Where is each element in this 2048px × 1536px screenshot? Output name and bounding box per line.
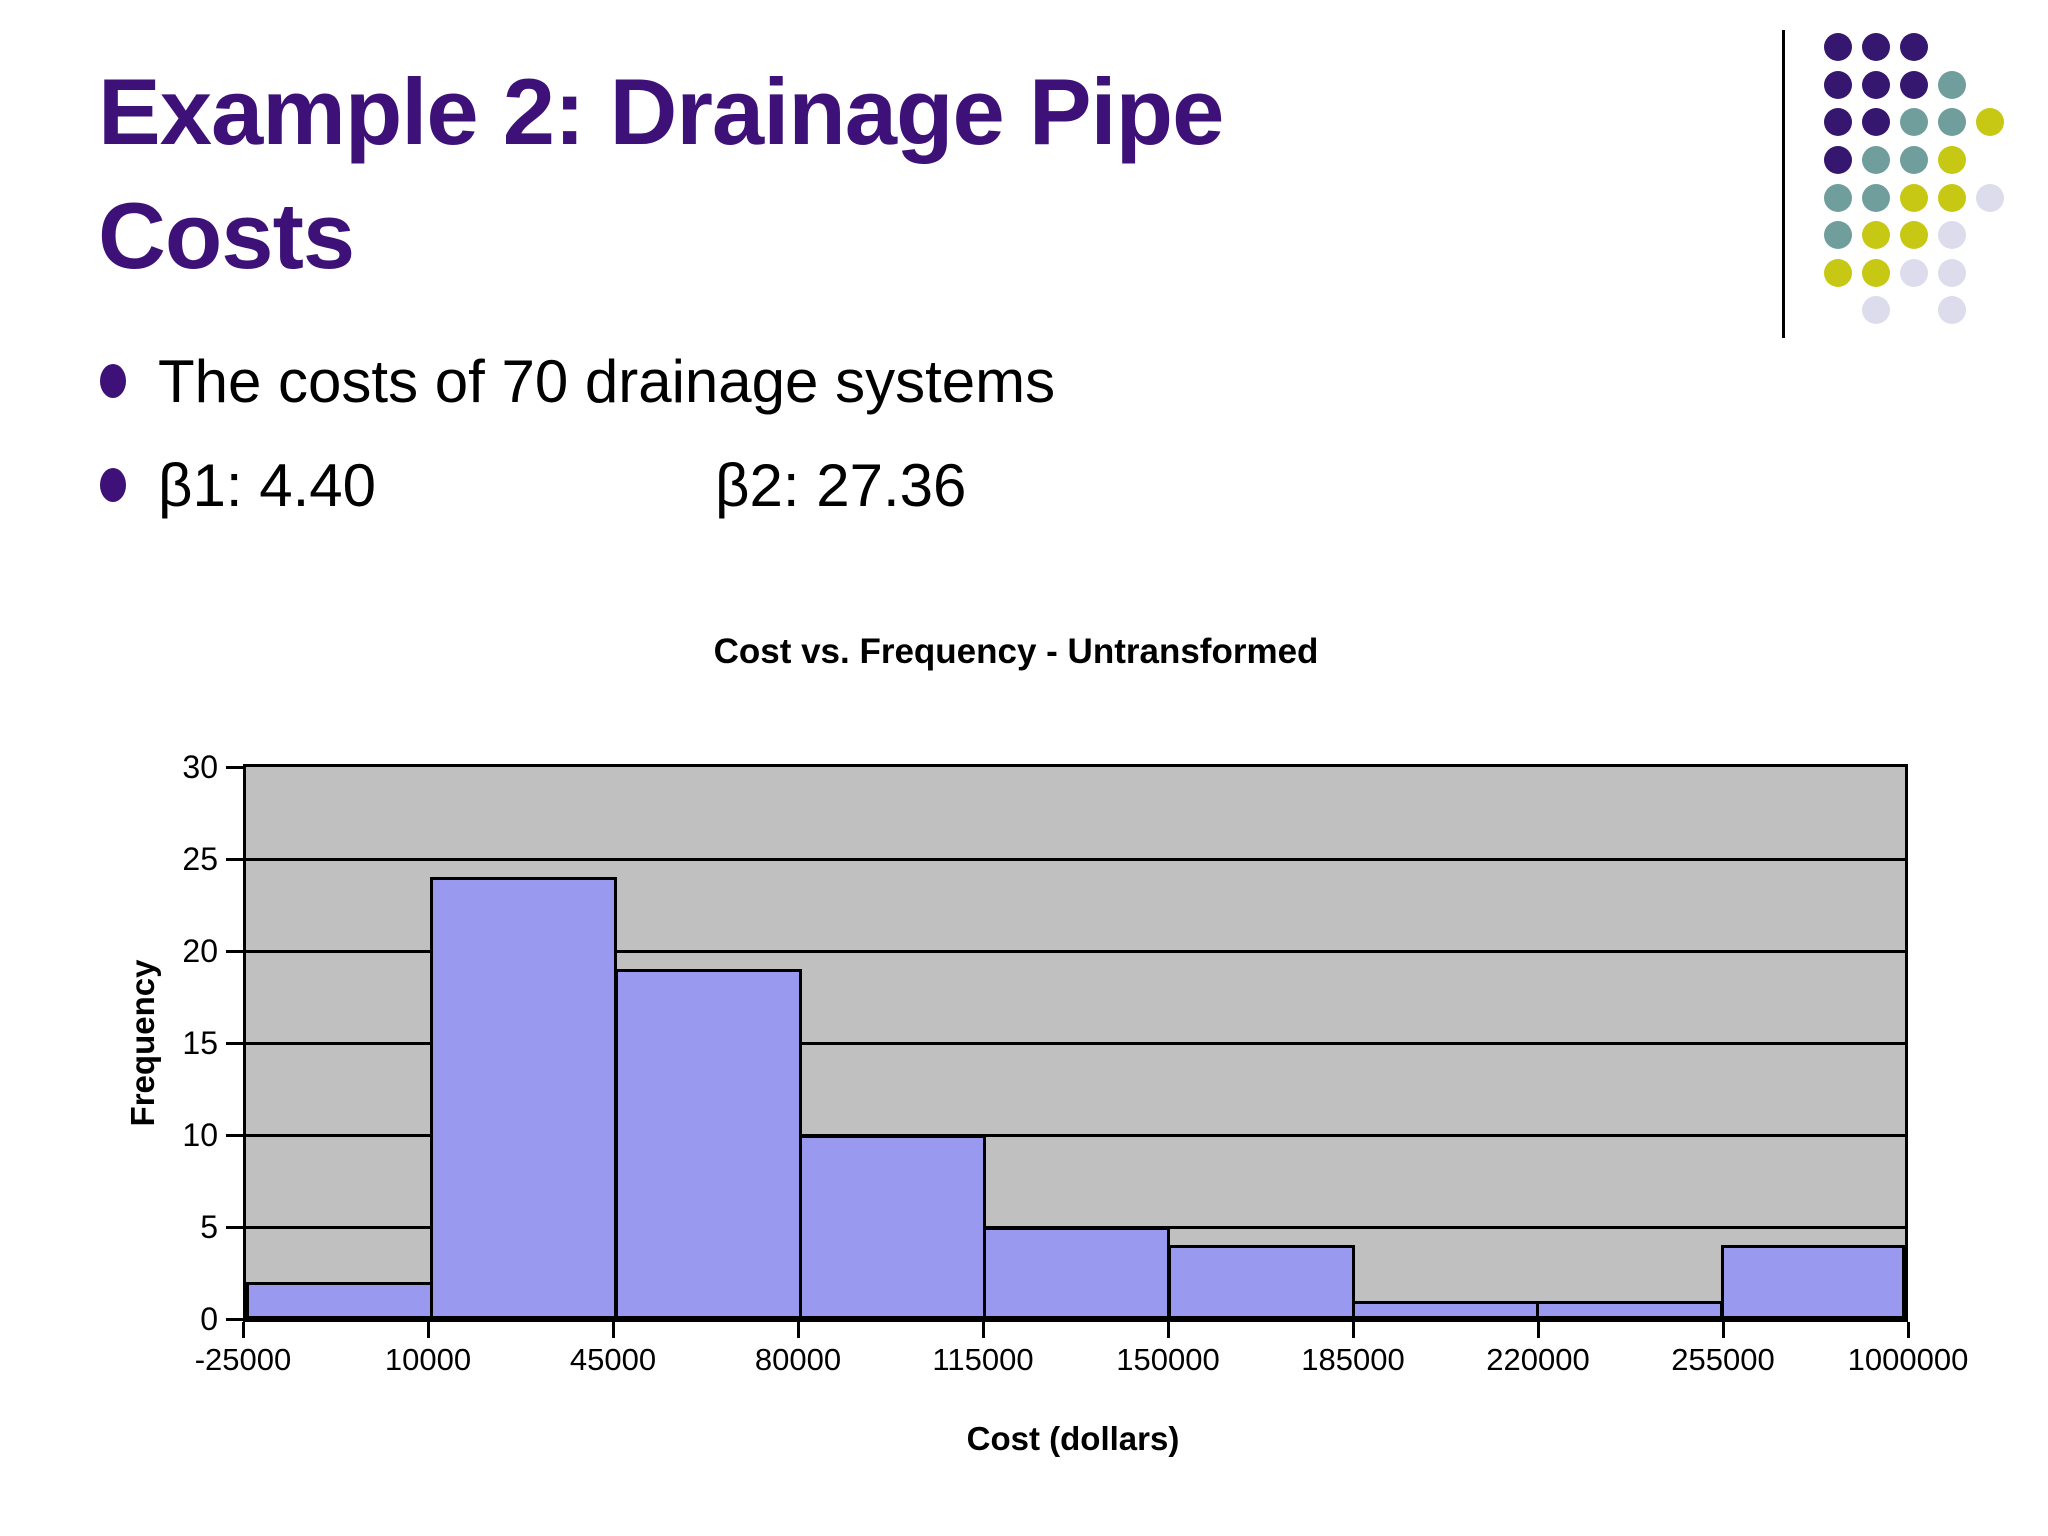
bullet-item-2: β1: 4.40 β2: 27.36 [100, 451, 1600, 519]
decor-dot [1938, 71, 1966, 99]
decor-dot [1900, 108, 1928, 136]
gridline [246, 858, 1905, 861]
x-tick-mark [1167, 1322, 1170, 1338]
gridline [246, 1042, 1905, 1045]
decor-dot [1862, 71, 1890, 99]
y-tick-mark [226, 858, 243, 861]
decor-dot [1862, 259, 1890, 287]
bullet-item-1: The costs of 70 drainage systems [100, 347, 1600, 415]
decor-dot [1900, 71, 1928, 99]
gridline [246, 1134, 1905, 1137]
decor-dot [1938, 221, 1966, 249]
x-tick-label-45000: 45000 [569, 1342, 657, 1377]
decor-dot [1824, 221, 1852, 249]
decor-dot [1976, 184, 2004, 212]
decor-dot [1938, 296, 1966, 324]
y-tick-label-20: 20 [182, 933, 218, 969]
x-tick-mark [1722, 1322, 1725, 1338]
decor-dot [1862, 221, 1890, 249]
decor-dot [1938, 146, 1966, 174]
decor-dot [1824, 259, 1852, 287]
y-tick-mark [226, 1226, 243, 1229]
decor-dot [1976, 108, 2004, 136]
decor-dot [1862, 296, 1890, 324]
histogram-bar-1 [430, 877, 617, 1319]
decor-dot [1900, 146, 1928, 174]
histogram-bar-7 [1536, 1301, 1723, 1319]
bullet-marker [100, 468, 126, 502]
decor-dot [1862, 108, 1890, 136]
decor-dot [1938, 259, 1966, 287]
y-tick-label-25: 25 [182, 841, 218, 877]
x-tick-label-150000: 150000 [1116, 1342, 1220, 1377]
gridline [246, 950, 1905, 953]
x-tick-mark [1537, 1322, 1540, 1338]
x-tick-mark [612, 1322, 615, 1338]
x-tick-label-220000: 220000 [1486, 1342, 1590, 1377]
x-tick-mark [797, 1322, 800, 1338]
y-tick-mark [226, 766, 243, 769]
x-tick-label-185000: 185000 [1301, 1342, 1405, 1377]
bullet-text-beta2: β2: 27.36 [715, 451, 967, 519]
decor-dot [1862, 184, 1890, 212]
y-tick-mark [226, 1042, 243, 1045]
decor-dot [1900, 259, 1928, 287]
y-tick-mark [226, 950, 243, 953]
x-tick-mark [1907, 1322, 1910, 1338]
y-tick-label-10: 10 [182, 1117, 218, 1153]
histogram-bar-2 [615, 969, 802, 1319]
decor-dot [1824, 33, 1852, 61]
x-tick-label--25000: -25000 [194, 1342, 292, 1377]
x-tick-mark [242, 1322, 245, 1338]
slide-title-line-1: Example 2: Drainage Pipe [98, 59, 1224, 164]
x-tick-label-1000000: 1000000 [1847, 1342, 1969, 1377]
decor-dot [1824, 146, 1852, 174]
x-tick-label-10000: 10000 [384, 1342, 472, 1377]
x-tick-mark [1352, 1322, 1355, 1338]
y-tick-label-5: 5 [200, 1209, 218, 1245]
y-tick-mark [226, 1134, 243, 1137]
decor-dot [1824, 108, 1852, 136]
decor-dot [1938, 108, 1966, 136]
slide-title-line-2: Costs [98, 183, 355, 288]
decor-dot [1862, 33, 1890, 61]
histogram-bar-0 [246, 1282, 433, 1319]
x-tick-label-80000: 80000 [754, 1342, 842, 1377]
histogram-bar-6 [1352, 1301, 1539, 1319]
histogram-bar-4 [983, 1227, 1170, 1319]
bullet-text-beta1: β1: 4.40 [158, 451, 376, 519]
decor-dot [1900, 184, 1928, 212]
x-tick-mark [427, 1322, 430, 1338]
decor-dot [1900, 221, 1928, 249]
x-tick-label-255000: 255000 [1671, 1342, 1775, 1377]
decor-dot [1862, 146, 1890, 174]
x-tick-mark [982, 1322, 985, 1338]
decor-dot [1938, 184, 1966, 212]
decor-dot [1900, 33, 1928, 61]
bullet-marker [100, 364, 126, 398]
y-tick-label-0: 0 [200, 1301, 218, 1337]
chart-title: Cost vs. Frequency - Untransformed [713, 632, 1319, 671]
plot-area [243, 764, 1908, 1322]
x-axis-title: Cost (dollars) [966, 1420, 1180, 1457]
histogram-bar-5 [1168, 1245, 1355, 1319]
x-tick-label-115000: 115000 [932, 1342, 1034, 1377]
bullet-text: The costs of 70 drainage systems [158, 347, 1056, 415]
slide-title: Example 2: Drainage Pipe Costs [98, 50, 1428, 298]
decor-dot [1824, 71, 1852, 99]
y-tick-mark [226, 1318, 243, 1321]
divider-line [1782, 30, 1785, 338]
y-axis-title: Frequency [124, 959, 161, 1127]
decor-dot [1824, 184, 1852, 212]
y-tick-label-15: 15 [182, 1025, 218, 1061]
histogram-bar-3 [799, 1135, 986, 1319]
histogram-bar-8 [1721, 1245, 1905, 1319]
y-tick-label-30: 30 [182, 749, 218, 785]
